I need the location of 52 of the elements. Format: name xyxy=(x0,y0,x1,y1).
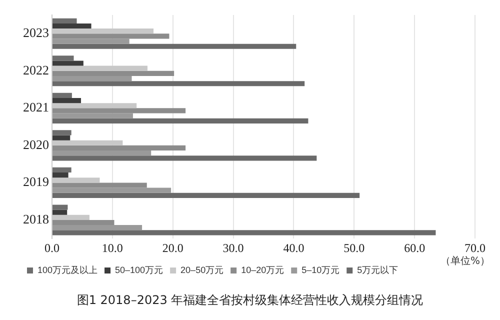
x-tick-label: 0.0 xyxy=(44,240,60,255)
legend-label: 50–100万元 xyxy=(115,264,164,275)
y-tick-label: 2019 xyxy=(23,174,49,190)
legend-label: 5–10万元 xyxy=(302,264,340,275)
bar xyxy=(52,34,170,39)
bar xyxy=(52,98,82,104)
bar xyxy=(52,70,174,76)
bar xyxy=(52,230,436,236)
bar xyxy=(52,182,147,188)
y-tick-label: 2020 xyxy=(23,136,49,152)
legend-label: 20–50万元 xyxy=(180,264,224,275)
bar xyxy=(52,145,186,151)
bar xyxy=(52,44,296,49)
bar xyxy=(52,92,72,98)
bar xyxy=(52,220,114,226)
x-tick-label: 60.0 xyxy=(404,240,426,255)
x-tick-label: 50.0 xyxy=(344,240,365,255)
bar xyxy=(52,60,84,66)
bar xyxy=(52,108,186,114)
x-tick-label: 30.0 xyxy=(222,240,244,255)
bar xyxy=(52,130,72,136)
bar xyxy=(52,167,72,173)
text: 图1 2018–2023 年福建全省按村级集体经营性收入规模分组情况 xyxy=(76,292,424,309)
y-tick-label: 2021 xyxy=(23,100,49,115)
legend-label: 10–20万元 xyxy=(241,264,284,275)
legend-label: 5万元以下 xyxy=(357,264,398,275)
x-tick-label: 10.0 xyxy=(102,240,123,255)
x-tick-label: 20.0 xyxy=(162,240,184,255)
bar xyxy=(52,188,172,193)
y-tick-label: 2018 xyxy=(23,211,49,226)
bar xyxy=(52,156,317,161)
y-tick-label: 2022 xyxy=(23,62,49,78)
x-tick-label: 40.0 xyxy=(283,240,304,255)
bar xyxy=(52,113,133,118)
bar xyxy=(52,18,77,24)
bar xyxy=(52,118,308,124)
bar xyxy=(52,172,68,178)
bar xyxy=(52,56,74,61)
text: （单位%） xyxy=(440,255,490,269)
legend-label: 100万元及以上 xyxy=(38,264,98,275)
bar xyxy=(52,38,130,44)
bar xyxy=(52,225,142,230)
bar xyxy=(52,204,68,210)
bar xyxy=(52,23,92,29)
bar xyxy=(52,76,132,82)
bar xyxy=(52,210,68,215)
bar xyxy=(52,81,305,86)
bar xyxy=(52,192,360,198)
x-tick-label: 70.0 xyxy=(464,240,486,255)
bar xyxy=(52,150,152,156)
y-tick-label: 2023 xyxy=(23,25,49,40)
bar xyxy=(52,135,70,140)
